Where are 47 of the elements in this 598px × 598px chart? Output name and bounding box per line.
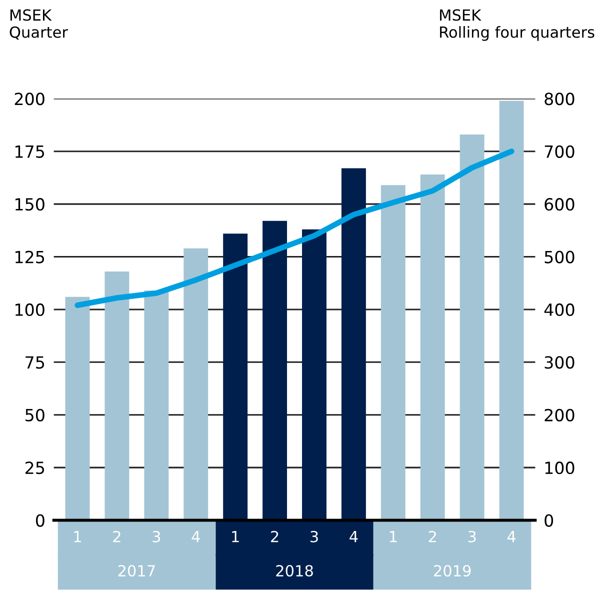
y2-tick-label: 300 [544,356,574,369]
bar [380,185,406,520]
text: 2019 [434,564,471,577]
x-tick-label: 3 [310,530,318,542]
bar [262,220,288,520]
x-tick-label: 2 [113,530,120,542]
y2-tick-label: 100 [545,462,574,474]
y-tick-label: 75 [26,356,44,369]
y-tick-label: 175 [16,146,44,158]
y-tick-label: 200 [14,92,44,106]
y-axis-title: MSEK Quarter [10,9,68,40]
bar [104,272,130,520]
bar [65,296,90,520]
bar [302,229,326,520]
y-tick-label: 125 [16,250,44,264]
bar [341,168,366,520]
text: 2017 [118,564,155,577]
y2-tick-label: 0 [544,514,554,527]
bar [460,134,484,520]
x-tick-label: 4 [507,531,516,542]
x-tick-label: 3 [468,530,476,542]
x-tick-label: 4 [192,531,200,542]
y-tick-label: 150 [16,198,44,211]
bar [223,234,248,520]
x-tick-label: 4 [350,531,358,542]
y2-axis-title: MSEK Rolling four quarters [440,9,594,41]
y2-tick-label: 500 [544,250,574,264]
bar [499,100,524,520]
x-tick-label: 3 [152,530,160,542]
y2-tick-label: 400 [544,303,574,316]
bar [184,248,208,520]
y-tick-label: 50 [26,408,44,422]
x-tick-label: 1 [74,531,81,542]
text: 2018 [276,564,313,577]
y2-tick-label: 800 [544,92,574,106]
x-tick-label: 2 [428,530,436,542]
x-tick-label: 2 [271,530,278,542]
y-tick-label: 25 [26,462,44,474]
y2-tick-label: 200 [544,408,574,422]
y2-tick-label: 700 [544,145,574,158]
bar [144,290,169,520]
x-tick-label: 1 [232,531,239,542]
x-tick-label: 1 [390,531,397,542]
y2-tick-label: 600 [544,198,574,211]
bar [420,174,445,520]
y-tick-label: 100 [16,303,44,316]
y-tick-label: 0 [36,514,44,527]
